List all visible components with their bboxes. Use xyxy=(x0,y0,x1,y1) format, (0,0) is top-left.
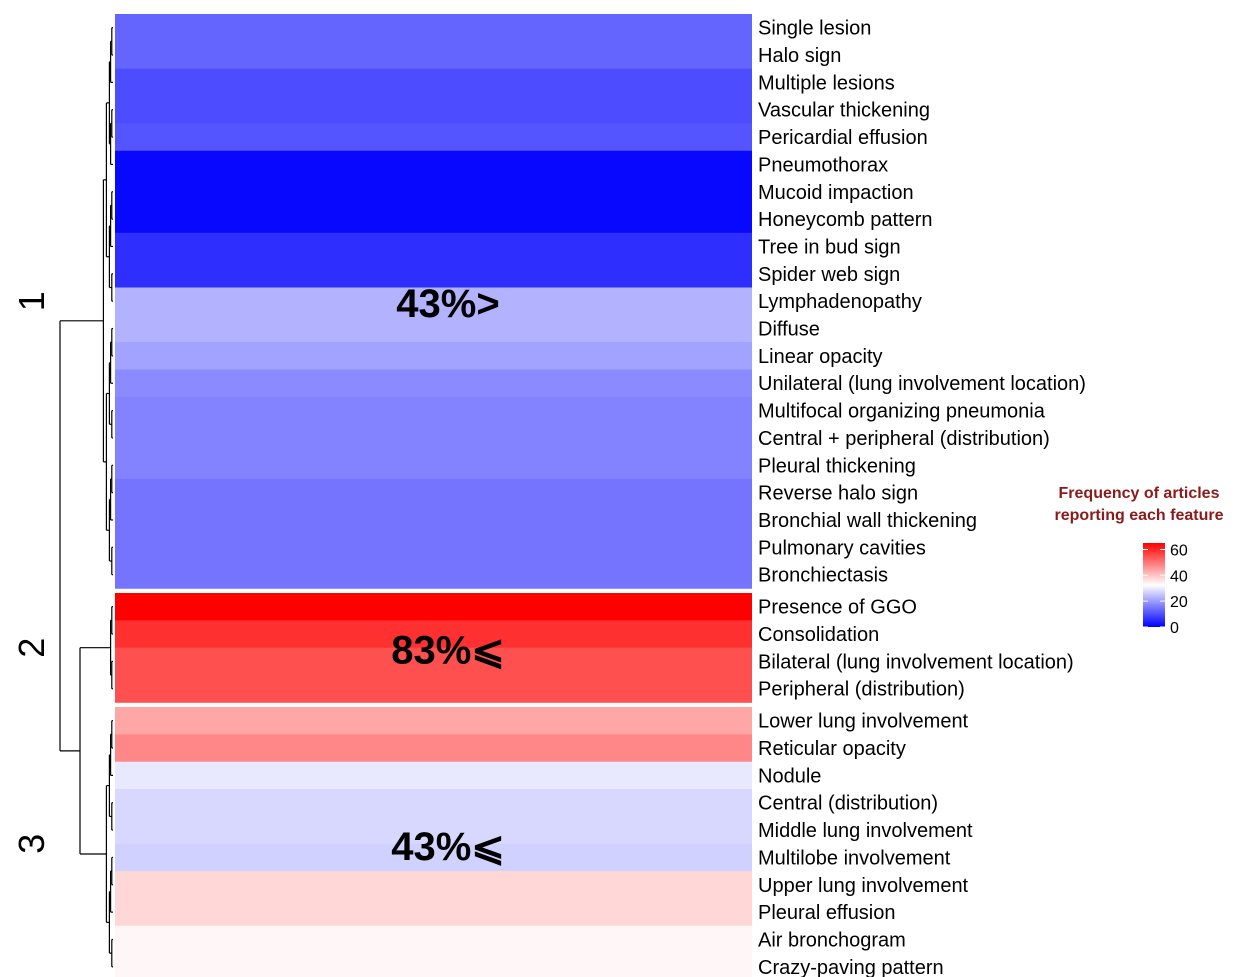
heatmap-cell xyxy=(115,898,752,927)
row-label: Upper lung involvement xyxy=(758,875,969,897)
row-label: Pleural effusion xyxy=(758,902,896,924)
heatmap-cell xyxy=(115,478,752,507)
row-label: Nodule xyxy=(758,765,821,787)
row-label: Halo sign xyxy=(758,45,841,67)
row-label: Spider web sign xyxy=(758,264,900,286)
heatmap-cell xyxy=(115,396,752,425)
heatmap-cell xyxy=(115,816,752,845)
heatmap-cell xyxy=(115,561,752,589)
heatmap-cell xyxy=(115,96,752,124)
row-label: Lower lung involvement xyxy=(758,711,969,733)
heatmap-cell xyxy=(115,178,752,206)
heatmap-cell xyxy=(115,620,752,649)
heatmap-cell xyxy=(115,506,752,535)
heatmap-cell xyxy=(115,925,752,954)
heatmap-cell xyxy=(115,150,752,179)
cluster-label: 3 xyxy=(11,834,52,854)
heatmap-cell xyxy=(115,789,752,817)
heatmap-cell xyxy=(115,14,752,42)
legend-ticks: 60 40 20 0 xyxy=(1143,542,1188,637)
row-label: Diffuse xyxy=(758,319,820,341)
dendrogram xyxy=(59,27,113,968)
row-label: Pulmonary cavities xyxy=(758,537,926,559)
row-label: Multifocal organizing pneumonia xyxy=(758,401,1046,423)
row-label: Consolidation xyxy=(758,624,879,646)
heatmap-cell xyxy=(115,205,752,234)
heatmap-cell xyxy=(115,342,752,370)
legend-tick-label: 0 xyxy=(1170,620,1179,637)
row-label: Lymphadenopathy xyxy=(758,291,922,313)
heatmap-cell xyxy=(115,232,752,261)
heatmap-cell xyxy=(115,41,752,70)
heatmap-cell xyxy=(115,593,752,621)
heatmap-cell xyxy=(115,123,752,152)
row-label: Bilateral (lung involvement location) xyxy=(758,651,1074,673)
row-label: Tree in bud sign xyxy=(758,236,901,258)
row-label: Reverse halo sign xyxy=(758,483,918,505)
row-label: Mucoid impaction xyxy=(758,182,914,204)
cluster-annotation: 43%> xyxy=(396,282,499,326)
heatmap-cells xyxy=(115,14,752,977)
legend-title-line1: Frequency of articles xyxy=(1059,485,1220,502)
color-legend: Frequency of articles reporting each fea… xyxy=(1055,485,1224,637)
row-label: Central + peripheral (distribution) xyxy=(758,428,1050,450)
heatmap-cell xyxy=(115,287,752,316)
row-label: Reticular opacity xyxy=(758,738,906,760)
row-label: Peripheral (distribution) xyxy=(758,679,965,701)
heatmap-cell xyxy=(115,871,752,899)
legend-tick-label: 20 xyxy=(1170,594,1188,611)
heatmap-cell xyxy=(115,953,752,977)
row-label: Presence of GGO xyxy=(758,597,917,619)
row-label: Multiple lesions xyxy=(758,72,895,94)
row-label: Unilateral (lung involvement location) xyxy=(758,373,1086,395)
cluster-annotation: 83%⩽ xyxy=(391,629,505,673)
row-label: Linear opacity xyxy=(758,346,883,368)
heatmap-cell xyxy=(115,533,752,562)
legend-color-bar xyxy=(1143,543,1165,627)
heatmap-cell xyxy=(115,314,752,343)
row-label: Single lesion xyxy=(758,18,871,40)
row-labels: Single lesion Halo sign Multiple lesions Va… xyxy=(758,18,1086,977)
row-label: Pneumothorax xyxy=(758,154,888,176)
heatmap-cell xyxy=(115,734,752,763)
row-label: Bronchial wall thickening xyxy=(758,510,977,532)
heatmap-cell xyxy=(115,424,752,452)
row-label: Multilobe involvement xyxy=(758,847,951,869)
cluster-annotation: 43%⩽ xyxy=(391,825,505,869)
row-label: Vascular thickening xyxy=(758,100,930,122)
legend-tick-label: 40 xyxy=(1170,568,1188,585)
row-label: Middle lung involvement xyxy=(758,820,973,842)
row-label: Central (distribution) xyxy=(758,793,938,815)
row-label: Pericardial effusion xyxy=(758,127,928,149)
cluster-annotations: 43%> 83%⩽ 43%⩽ xyxy=(391,282,505,869)
heatmap-cell xyxy=(115,707,752,735)
row-label: Pleural thickening xyxy=(758,455,916,477)
heatmap-cell xyxy=(115,260,752,288)
heatmap-cell xyxy=(115,68,752,97)
cluster-label: 2 xyxy=(11,638,52,658)
heatmap-cell xyxy=(115,675,752,703)
row-label: Air bronchogram xyxy=(758,929,906,951)
row-label: Bronchiectasis xyxy=(758,565,888,587)
heatmap-cell xyxy=(115,369,752,398)
legend-title-line2: reporting each feature xyxy=(1055,507,1224,524)
heatmap-cell xyxy=(115,451,752,480)
cluster-label: 1 xyxy=(11,291,52,311)
cluster-labels: 1 2 3 xyxy=(11,291,52,854)
heatmap-cell xyxy=(115,843,752,872)
legend-tick-label: 60 xyxy=(1170,542,1188,559)
row-label: Honeycomb pattern xyxy=(758,209,933,231)
row-label: Crazy-paving pattern xyxy=(758,957,944,977)
heatmap-cell xyxy=(115,761,752,790)
heatmap-cell xyxy=(115,647,752,676)
